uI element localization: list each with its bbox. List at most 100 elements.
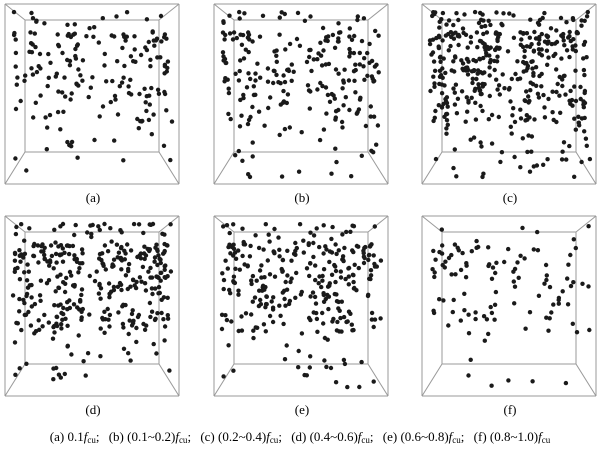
sphere-point bbox=[463, 32, 469, 37]
sphere-point bbox=[162, 267, 167, 272]
sphere-point bbox=[109, 289, 114, 294]
sphere-point bbox=[529, 42, 534, 47]
sphere-point bbox=[365, 50, 370, 56]
sphere-point bbox=[518, 253, 523, 258]
sphere-point bbox=[249, 278, 254, 283]
sphere-point bbox=[330, 224, 335, 230]
sphere-point bbox=[436, 45, 442, 51]
sphere-point bbox=[321, 127, 327, 132]
sphere-point bbox=[62, 75, 67, 80]
sphere-point bbox=[482, 70, 487, 75]
sphere-point bbox=[446, 18, 452, 23]
sphere-point bbox=[47, 258, 53, 263]
cube-edge bbox=[4, 151, 26, 185]
sphere-point bbox=[331, 316, 336, 322]
sphere-point bbox=[562, 43, 567, 48]
sphere-point bbox=[323, 85, 329, 90]
sphere-point bbox=[299, 130, 304, 135]
sphere-point bbox=[94, 269, 99, 274]
sphere-point bbox=[440, 243, 445, 248]
sphere-point bbox=[55, 109, 61, 115]
sphere-point bbox=[127, 318, 132, 323]
sphere-point bbox=[573, 98, 579, 104]
sphere-point bbox=[56, 303, 61, 308]
sphere-point bbox=[86, 94, 91, 100]
sphere-point bbox=[544, 315, 549, 320]
sphere-point bbox=[341, 314, 347, 320]
sphere-point bbox=[293, 252, 298, 257]
sphere-point bbox=[336, 248, 341, 253]
sphere-point bbox=[284, 343, 289, 348]
sphere-point bbox=[159, 39, 164, 44]
sphere-point bbox=[524, 44, 530, 49]
sphere-point bbox=[263, 222, 268, 227]
sphere-point bbox=[585, 9, 590, 15]
sphere-point bbox=[89, 234, 94, 240]
sphere-point bbox=[249, 281, 254, 287]
sphere-point bbox=[550, 89, 555, 94]
sphere-point bbox=[505, 49, 511, 54]
sphere-point bbox=[158, 260, 163, 266]
sphere-point bbox=[354, 288, 359, 293]
sphere-point bbox=[270, 319, 276, 325]
sphere-point bbox=[13, 64, 18, 69]
sphere-point bbox=[277, 132, 282, 138]
sphere-point bbox=[115, 112, 121, 117]
sphere-point bbox=[256, 245, 262, 251]
sphere-point bbox=[56, 285, 61, 290]
sphere-point bbox=[519, 37, 524, 42]
sphere-point bbox=[492, 302, 498, 307]
sphere-point bbox=[226, 86, 231, 91]
sphere-point bbox=[522, 48, 527, 54]
sphere-point bbox=[500, 72, 505, 77]
sphere-point bbox=[250, 104, 255, 110]
sphere-point bbox=[250, 273, 256, 279]
sphere-point bbox=[38, 93, 43, 98]
sphere-point bbox=[27, 226, 32, 231]
sphere-point bbox=[69, 139, 75, 145]
sphere-point bbox=[554, 89, 559, 95]
sphere-point bbox=[326, 306, 331, 312]
panel-f: (f) bbox=[420, 214, 600, 419]
sphere-point bbox=[489, 112, 495, 118]
sphere-point bbox=[333, 109, 339, 114]
sphere-point bbox=[340, 86, 345, 91]
sphere-point bbox=[258, 302, 264, 307]
cube-edge bbox=[213, 151, 235, 185]
panel-label-e: (e) bbox=[294, 402, 310, 417]
sphere-point bbox=[448, 43, 453, 49]
sphere-point bbox=[65, 343, 70, 348]
sphere-point bbox=[295, 10, 301, 16]
sphere-point bbox=[45, 125, 50, 130]
sphere-point bbox=[347, 26, 352, 31]
sphere-point bbox=[478, 10, 483, 16]
sphere-point bbox=[325, 337, 330, 342]
sphere-point bbox=[281, 88, 286, 94]
sphere-point bbox=[584, 55, 589, 60]
sphere-point bbox=[237, 68, 242, 74]
sphere-point bbox=[581, 67, 587, 73]
sphere-point bbox=[439, 227, 444, 232]
sphere-point bbox=[22, 251, 28, 256]
sphere-point bbox=[347, 46, 352, 52]
sphere-point bbox=[570, 44, 575, 49]
sphere-point bbox=[320, 83, 325, 89]
sphere-point bbox=[464, 95, 469, 100]
panel-c: (c) bbox=[420, 2, 600, 207]
sphere-point bbox=[357, 50, 362, 56]
sphere-point bbox=[220, 30, 226, 35]
sphere-point bbox=[236, 328, 241, 334]
sphere-point bbox=[479, 144, 484, 149]
sphere-point bbox=[109, 33, 114, 38]
sphere-point bbox=[286, 68, 292, 74]
sphere-point bbox=[17, 309, 22, 314]
sphere-point bbox=[537, 34, 542, 40]
sphere-point bbox=[112, 93, 118, 99]
sphere-point bbox=[241, 92, 246, 98]
sphere-point bbox=[98, 354, 103, 359]
sphere-point bbox=[471, 57, 476, 63]
sphere-point bbox=[287, 41, 293, 47]
sphere-point bbox=[348, 50, 353, 55]
sphere-point bbox=[333, 279, 338, 285]
sphere-point bbox=[158, 13, 164, 19]
